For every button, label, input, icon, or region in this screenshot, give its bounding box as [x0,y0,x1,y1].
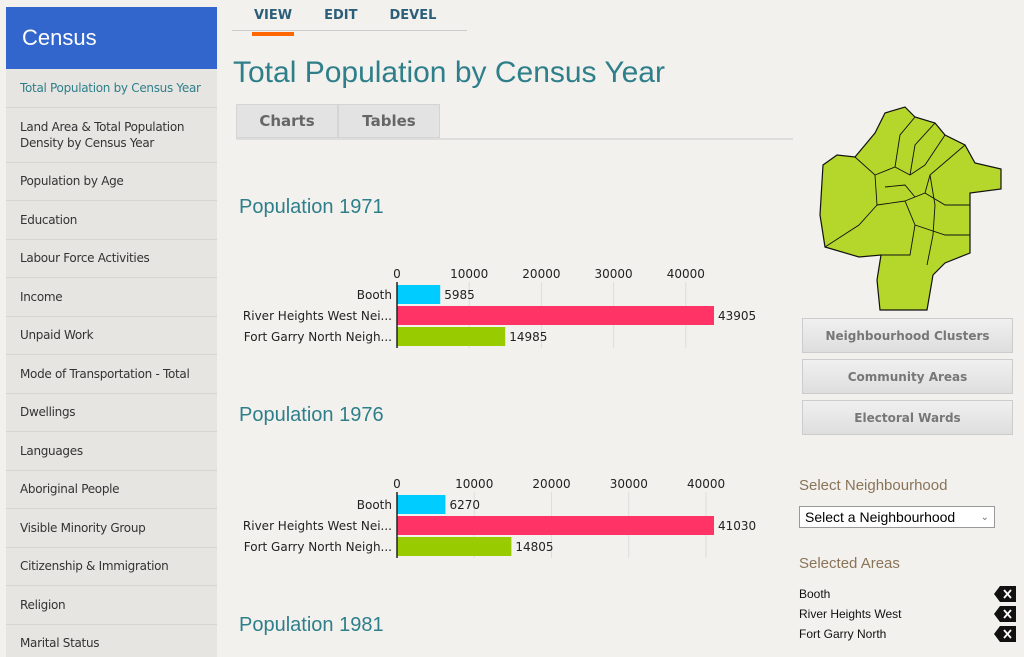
top-nav: VIEW EDIT DEVEL [232,8,467,36]
selected-area: River Heights West [799,607,902,621]
tick-label: 40000 [667,267,705,281]
bar [397,516,714,535]
selected-area: Booth [799,587,831,601]
sidebar-item[interactable]: Languages [6,432,217,471]
select-value: Select a Neighbourhood [805,509,956,525]
data-label: 5985 [444,288,475,302]
tab-edit[interactable]: EDIT [324,8,358,23]
category-label: Fort Garry North Neigh... [244,540,392,554]
tick-label: 30000 [610,477,648,491]
tab-view[interactable]: VIEW [251,8,295,36]
sidebar-item[interactable]: Total Population by Census Year [6,69,217,108]
section-title: Population 1981 [239,614,384,636]
brand-title[interactable]: Census [6,7,217,69]
sidebar-item[interactable]: Mode of Transportation - Total [6,355,217,394]
section-title: Population 1971 [239,196,384,218]
neighbourhood-map[interactable] [815,105,1005,313]
select-heading: Select Neighbourhood [799,477,948,494]
sidebar-item[interactable]: Religion [6,586,217,625]
sidebar-item[interactable]: Labour Force Activities [6,240,217,278]
category-label: Fort Garry North Neigh... [244,330,392,344]
remove-area-icon[interactable] [994,626,1016,642]
community-areas-button[interactable]: Community Areas [802,359,1013,394]
tick-label: 40000 [687,477,725,491]
sidebar: Census Total Population by Census Year La… [6,7,217,657]
bar [397,537,512,556]
data-label: 14985 [509,330,547,344]
category-label: River Heights West Nei... [243,519,392,533]
tick-label: 10000 [455,477,493,491]
view-tabs: Charts Tables [236,104,793,140]
sidebar-item[interactable]: Income [6,278,217,317]
tick-label: 0 [393,477,401,491]
tab-tables[interactable]: Tables [338,104,440,138]
bar [397,285,441,304]
selected-heading: Selected Areas [799,555,900,572]
bar [397,327,506,346]
category-label: River Heights West Nei... [243,309,392,323]
sidebar-item[interactable]: Visible Minority Group [6,509,217,548]
sidebar-item[interactable]: Population by Age [6,163,217,201]
category-label: Booth [357,498,392,512]
section-title: Population 1976 [239,404,384,426]
sidebar-item[interactable]: Aboriginal People [6,471,217,509]
data-label: 43905 [718,309,756,323]
sidebar-item[interactable]: Marital Status [6,625,217,657]
electoral-wards-button[interactable]: Electoral Wards [802,400,1013,435]
tick-label: 10000 [450,267,488,281]
neighbourhood-clusters-button[interactable]: Neighbourhood Clusters [802,318,1013,353]
sidebar-item[interactable]: Unpaid Work [6,317,217,355]
category-label: Booth [357,288,392,302]
tab-charts[interactable]: Charts [236,104,338,138]
bar [397,495,446,514]
sidebar-item[interactable]: Education [6,201,217,240]
tick-label: 20000 [522,267,560,281]
sidebar-item[interactable]: Land Area & Total Population Density by … [6,108,217,163]
tick-label: 20000 [532,477,570,491]
sidebar-item[interactable]: Citizenship & Immigration [6,548,217,586]
data-label: 14805 [515,540,553,554]
remove-area-icon[interactable] [994,586,1016,602]
chevron-down-icon: ⌄ [980,511,989,523]
data-label: 6270 [449,498,480,512]
neighbourhood-select[interactable]: Select a Neighbourhood ⌄ [799,506,995,528]
remove-area-icon[interactable] [994,606,1016,622]
tick-label: 30000 [595,267,633,281]
chart-1971: 0 10000 20000 30000 40000 Booth 5985 River Heig… [243,267,756,348]
data-label: 41030 [718,519,756,533]
bar [397,306,714,325]
page-title: Total Population by Census Year [233,56,665,89]
tick-label: 0 [393,267,401,281]
selected-area: Fort Garry North [799,627,887,641]
tab-devel[interactable]: DEVEL [389,8,437,23]
chart-1976: 0 10000 20000 30000 40000 Booth 6270 River Heig… [243,477,756,558]
sidebar-item[interactable]: Dwellings [6,394,217,432]
